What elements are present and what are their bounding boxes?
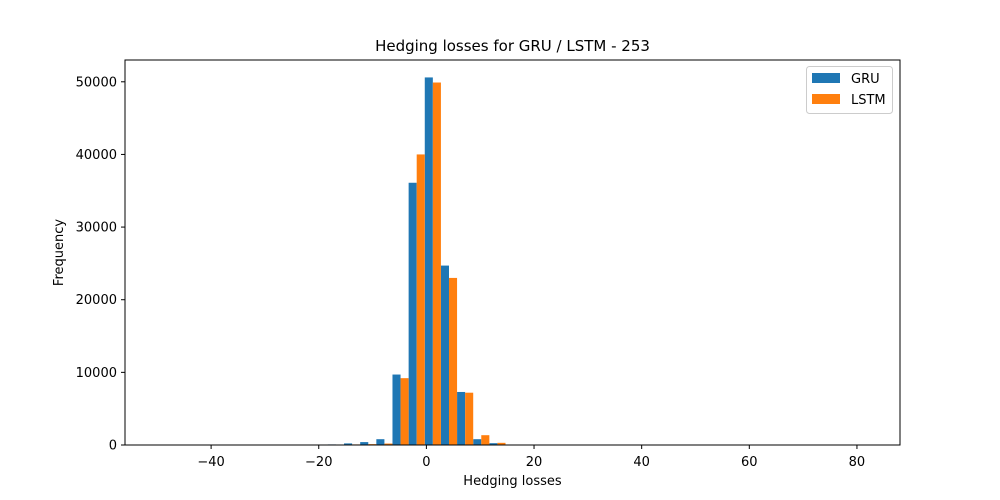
bar-gru-3	[376, 439, 385, 445]
chart-title: Hedging losses for GRU / LSTM - 253	[375, 37, 650, 55]
bar-lstm-5	[416, 154, 425, 445]
y-tick-label: 0	[109, 439, 117, 454]
y-tick-label: 10000	[76, 366, 117, 381]
bar-gru-8	[457, 391, 466, 445]
bar-lstm-8	[465, 392, 474, 445]
bar-lstm-9	[481, 435, 490, 445]
y-tick-label: 40000	[76, 148, 117, 163]
y-axis-ticks: 0 10000 20000 30000 40000 50000	[76, 75, 125, 454]
y-tick-label: 30000	[76, 221, 117, 236]
x-tick-label: 40	[633, 455, 650, 470]
x-tick-label: −40	[197, 455, 224, 470]
bar-lstm-4	[400, 378, 409, 445]
legend: GRU LSTM	[806, 66, 893, 114]
bar-lstm-7	[448, 277, 458, 445]
x-axis-ticks: −40 −20 0 20 40 60 80	[197, 445, 865, 470]
legend-swatch-gru	[812, 73, 840, 83]
bar-lstm-3	[384, 443, 393, 445]
bar-gru-2	[360, 442, 369, 445]
y-tick-label: 20000	[76, 293, 117, 308]
bar-gru-5	[408, 182, 417, 445]
bar-gru-9	[473, 439, 482, 445]
bar-gru-7	[440, 265, 449, 445]
bar-gru-4	[392, 374, 401, 445]
bar-gru-1	[344, 443, 353, 445]
bar-gru-10	[489, 443, 498, 445]
legend-swatch-lstm	[812, 94, 840, 104]
x-tick-label: −20	[305, 455, 332, 470]
x-tick-label: 0	[422, 455, 430, 470]
bar-lstm-10	[497, 442, 506, 445]
x-axis-label: Hedging losses	[463, 474, 562, 489]
y-axis-label: Frequency	[52, 219, 67, 286]
bars-layer	[327, 77, 506, 446]
bar-gru-6	[424, 77, 433, 446]
bar-lstm-6	[432, 82, 441, 446]
plot-area-frame	[124, 59, 901, 446]
x-tick-label: 60	[741, 455, 758, 470]
legend-label-lstm: LSTM	[851, 93, 886, 108]
y-tick-label: 50000	[76, 75, 117, 90]
x-tick-label: 20	[526, 455, 543, 470]
x-tick-label: 80	[849, 455, 866, 470]
legend-label-gru: GRU	[851, 72, 880, 87]
